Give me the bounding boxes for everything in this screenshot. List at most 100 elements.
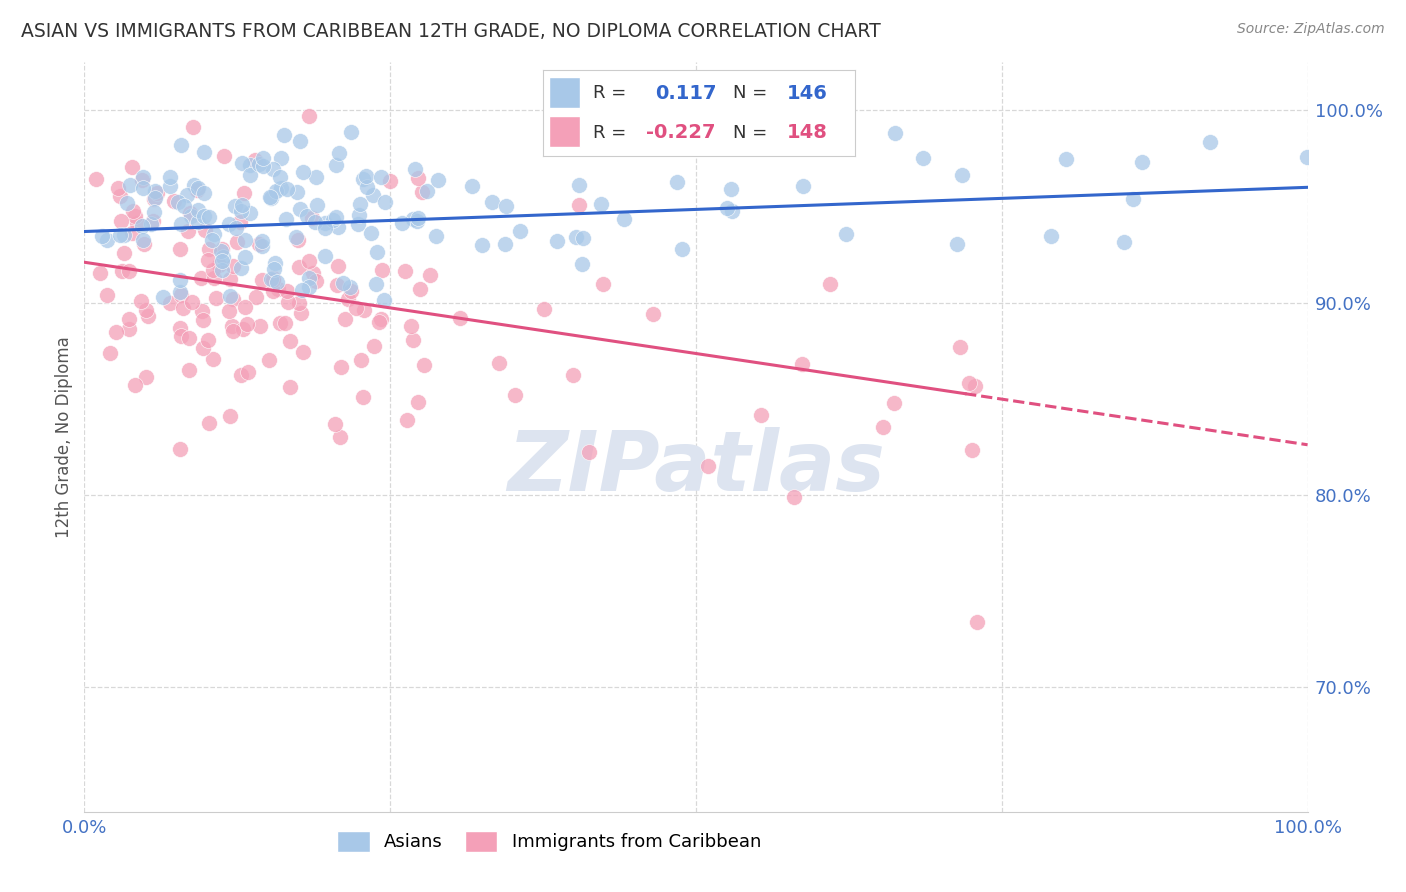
Point — [245, 153, 267, 167]
Point — [568, 178, 591, 192]
Point — [322, 213, 344, 227]
Point — [169, 217, 191, 231]
Point — [108, 227, 131, 242]
Point — [118, 263, 141, 277]
Point — [142, 205, 165, 219]
Point — [262, 271, 284, 285]
Point — [835, 227, 858, 242]
Point — [176, 188, 198, 202]
Point — [509, 224, 531, 238]
Point — [173, 199, 195, 213]
Point — [263, 256, 285, 270]
Point — [84, 172, 107, 186]
Text: ZIPatlas: ZIPatlas — [508, 426, 884, 508]
Text: Source: ZipAtlas.com: Source: ZipAtlas.com — [1237, 22, 1385, 37]
Y-axis label: 12th Grade, No Diploma: 12th Grade, No Diploma — [55, 336, 73, 538]
Point — [222, 324, 245, 338]
Point — [301, 211, 323, 225]
Point — [252, 234, 274, 248]
Point — [162, 194, 184, 209]
Point — [305, 169, 328, 184]
Point — [368, 315, 391, 329]
Point — [363, 188, 385, 202]
Point — [107, 181, 129, 195]
Point — [328, 146, 350, 161]
Point — [561, 368, 583, 383]
Point — [187, 202, 209, 217]
Point — [112, 227, 135, 242]
Point — [568, 198, 591, 212]
Point — [170, 137, 193, 152]
Point — [132, 237, 155, 252]
Point — [425, 229, 447, 244]
Point — [326, 278, 349, 293]
Point — [143, 192, 166, 206]
Point — [965, 378, 987, 392]
Point — [353, 302, 375, 317]
Point — [186, 183, 208, 197]
Point — [247, 236, 270, 251]
Point — [276, 284, 298, 298]
Point — [208, 258, 231, 272]
Point — [495, 199, 517, 213]
Point — [461, 179, 484, 194]
Point — [231, 156, 253, 170]
Point — [91, 229, 114, 244]
Point — [340, 125, 363, 139]
Point — [252, 160, 274, 174]
Point — [229, 215, 252, 229]
Point — [262, 284, 284, 298]
Point — [533, 301, 555, 316]
Point — [218, 304, 240, 318]
Point — [572, 230, 595, 244]
Point — [287, 233, 309, 247]
Point — [641, 308, 664, 322]
Point — [262, 272, 284, 286]
Point — [297, 279, 319, 293]
Point — [273, 128, 295, 143]
Point — [494, 236, 516, 251]
Point — [132, 180, 155, 194]
Point — [276, 212, 298, 227]
Point — [202, 271, 225, 285]
Point — [170, 288, 193, 302]
Point — [252, 151, 274, 165]
Point — [197, 253, 219, 268]
Point — [297, 109, 319, 123]
Point — [259, 271, 281, 285]
Point — [170, 328, 193, 343]
Point — [229, 368, 252, 383]
Point — [818, 277, 841, 292]
Point — [360, 227, 382, 241]
Point — [267, 282, 290, 296]
Point — [325, 210, 347, 224]
Point — [408, 170, 430, 185]
Point — [187, 215, 209, 229]
Point — [211, 263, 233, 277]
Point — [401, 318, 423, 333]
Point — [328, 220, 350, 235]
Point — [945, 237, 967, 252]
Point — [503, 388, 526, 402]
Point — [396, 412, 419, 426]
Point — [218, 409, 240, 423]
Point — [266, 275, 288, 289]
Point — [108, 189, 131, 203]
Point — [347, 217, 370, 231]
Point — [288, 260, 311, 274]
Point — [406, 214, 429, 228]
Point — [720, 182, 742, 196]
Point — [231, 204, 253, 219]
Point — [105, 325, 128, 339]
Point — [749, 409, 772, 423]
Point — [911, 151, 934, 165]
Point — [1039, 228, 1062, 243]
Point — [111, 264, 134, 278]
Point — [402, 333, 425, 347]
Point — [205, 291, 228, 305]
Point — [288, 134, 311, 148]
Point — [260, 191, 283, 205]
Point — [231, 198, 253, 212]
Point — [305, 275, 328, 289]
Point — [169, 442, 191, 457]
